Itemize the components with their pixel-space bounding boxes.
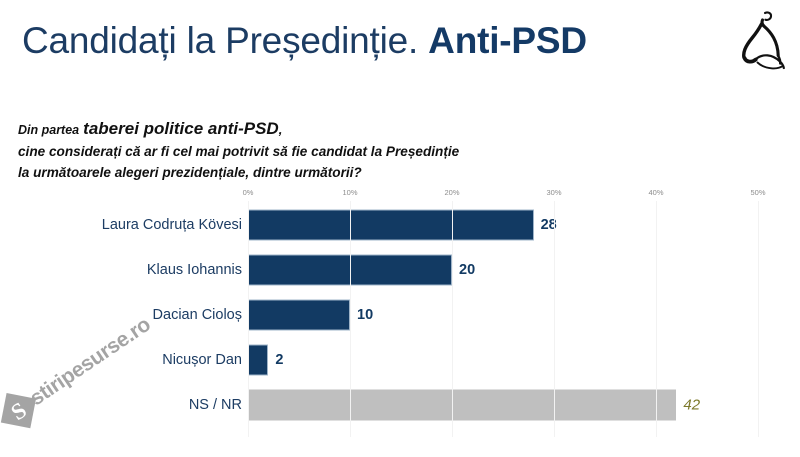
x-axis-tick-label: 50%: [750, 188, 766, 197]
bar-series: Laura Codruța Kövesi 28 Klaus Iohannis 20 Da…: [0, 202, 800, 436]
brush-figure-logo-icon: [742, 11, 785, 70]
x-axis-gridline: [350, 201, 351, 437]
x-axis-tick-label: 40%: [648, 188, 664, 197]
page-title-regular: Candidați la Președinție.: [22, 20, 419, 61]
bar-row: Dacian Cioloș 10: [0, 292, 800, 337]
x-axis-gridline: [656, 201, 657, 437]
bar-chart: 0% 10% 20% 30% 40% 50% Laura Codruța Kövesi 28…: [0, 186, 800, 437]
bar-category-label: Nicușor Dan: [162, 351, 242, 368]
bar-value-label: 20: [459, 261, 476, 278]
x-axis-gridline: [452, 201, 453, 437]
bar: [248, 209, 534, 240]
bar: [248, 299, 350, 330]
question-block: Din partea taberei politice anti-PSD, ci…: [18, 118, 578, 183]
bar-category-label: NS / NR: [188, 396, 242, 413]
bar: [248, 344, 269, 375]
bar-fill: [248, 344, 269, 375]
bar-category-label: Dacian Cioloș: [152, 306, 242, 323]
question-line-1: Din partea taberei politice anti-PSD,: [18, 118, 578, 141]
bar-fill: [248, 299, 350, 330]
x-axis-gridline: [758, 201, 759, 437]
x-axis-gridline: [554, 201, 555, 437]
bar-value-label: 42: [683, 396, 701, 413]
bar-category-label: Laura Codruța Kövesi: [101, 216, 242, 233]
bar-value-label: 2: [275, 351, 284, 368]
page-title: Candidați la Președinție. Anti-PSD: [22, 17, 587, 65]
bar-row: Nicușor Dan 2: [0, 337, 800, 382]
bar-row: Klaus Iohannis 20: [0, 247, 800, 292]
slide-header: Candidați la Președinție. Anti-PSD: [0, 0, 800, 92]
bar-value-label: 28: [540, 216, 557, 233]
x-axis-tick-label: 10%: [342, 188, 358, 197]
bar-row: Laura Codruța Kövesi 28: [0, 202, 800, 247]
x-axis-tick-label: 20%: [444, 188, 460, 197]
x-axis-gridline: [248, 201, 249, 437]
bar-fill: [248, 209, 534, 240]
bar-row: NS / NR 42: [0, 382, 800, 427]
bar: [248, 389, 677, 420]
bar-value-label: 10: [357, 306, 374, 323]
x-axis: 0% 10% 20% 30% 40% 50%: [0, 186, 800, 202]
question-line-2: cine considerați că ar fi cel mai potriv…: [18, 144, 460, 159]
x-axis-tick-label: 30%: [546, 188, 562, 197]
bar-fill: [248, 389, 677, 420]
question-line-3: la următoarele alegeri prezidențiale, di…: [18, 165, 362, 180]
question-lead: Din partea: [18, 123, 80, 137]
question-emphasis: taberei politice anti-PSD: [83, 119, 279, 138]
x-axis-tick-label: 0%: [242, 188, 254, 197]
question-comma: ,: [278, 122, 283, 137]
bar-category-label: Klaus Iohannis: [146, 261, 242, 278]
page-title-bold: Anti-PSD: [428, 20, 587, 61]
